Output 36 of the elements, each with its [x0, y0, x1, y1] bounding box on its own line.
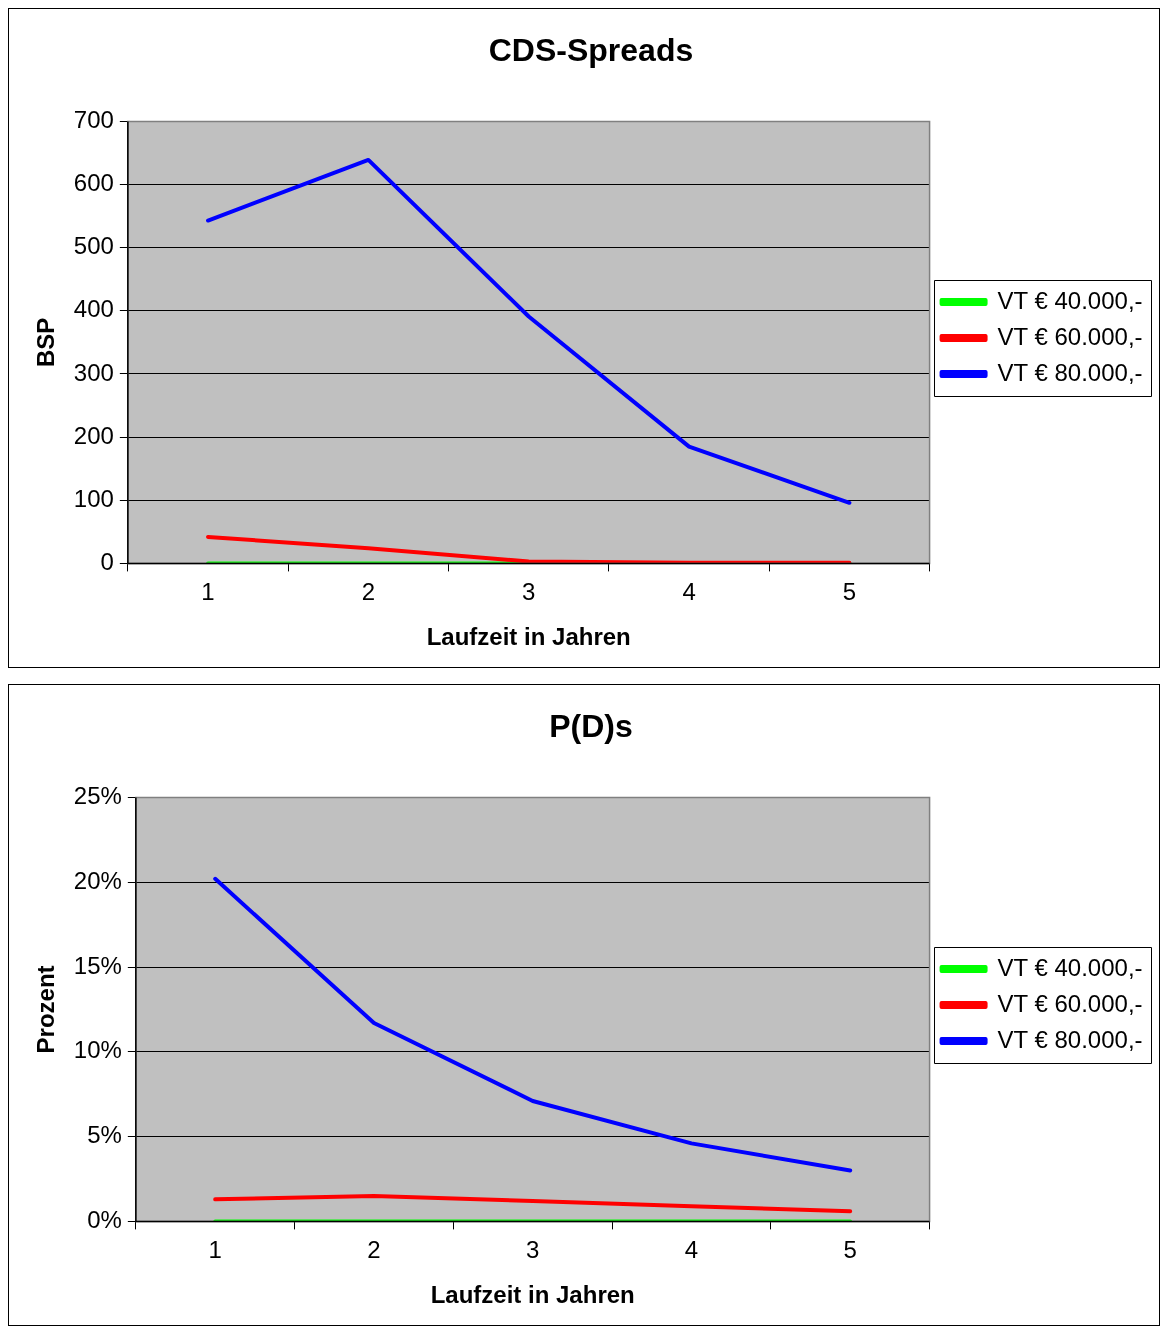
- legend-label: VT € 80.000,-: [997, 1025, 1143, 1053]
- y-tick-label: 200: [73, 421, 114, 449]
- legend-label: VT € 60.000,-: [997, 322, 1143, 350]
- y-axis-title: Prozent: [32, 965, 60, 1054]
- y-tick-label: 10%: [73, 1036, 122, 1064]
- y-tick-label: 20%: [73, 866, 122, 894]
- y-tick-label: 300: [73, 358, 114, 386]
- y-tick-label: 600: [73, 169, 114, 197]
- x-tick-label: 1: [208, 1236, 222, 1264]
- chart-title: CDS-Spreads: [488, 32, 694, 69]
- legend-label: VT € 40.000,-: [997, 286, 1143, 314]
- legend-label: VT € 40.000,-: [997, 953, 1143, 981]
- y-tick-label: 100: [73, 484, 114, 512]
- x-axis-title: Laufzeit in Jahren: [430, 1281, 635, 1309]
- x-tick-label: 4: [682, 578, 696, 606]
- y-tick-label: 25%: [73, 782, 122, 810]
- y-tick-label: 5%: [87, 1121, 122, 1149]
- x-tick-label: 3: [526, 1236, 540, 1264]
- x-tick-label: 4: [684, 1236, 699, 1264]
- x-tick-label: 2: [361, 578, 376, 606]
- y-tick-label: 0: [100, 548, 114, 576]
- legend-label: VT € 80.000,-: [997, 358, 1143, 386]
- y-axis-title: BSP: [32, 317, 60, 368]
- x-tick-label: 5: [843, 1236, 857, 1264]
- legend-label: VT € 60.000,-: [997, 989, 1143, 1017]
- y-tick-label: 0%: [87, 1206, 122, 1234]
- x-tick-label: 1: [201, 578, 215, 606]
- y-tick-label: 700: [73, 106, 114, 134]
- x-tick-label: 2: [367, 1236, 381, 1264]
- y-tick-label: 15%: [73, 951, 122, 979]
- y-tick-label: 500: [73, 232, 114, 260]
- x-axis-title: Laufzeit in Jahren: [426, 623, 631, 651]
- x-tick-label: 3: [522, 578, 536, 606]
- x-tick-label: 5: [842, 578, 857, 606]
- chart-title: P(D)s: [549, 708, 633, 745]
- y-tick-label: 400: [73, 295, 114, 323]
